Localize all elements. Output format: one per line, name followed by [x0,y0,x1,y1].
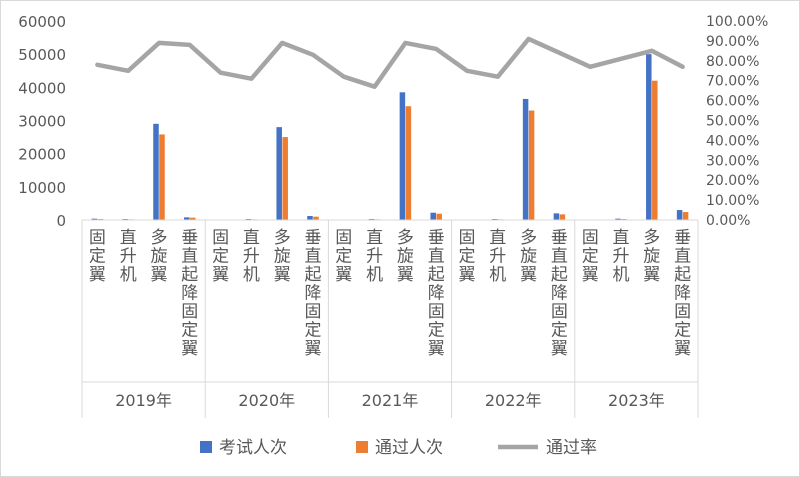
x-category-label: 直升机 [243,228,260,285]
x-category-label: 固定翼 [459,228,476,285]
x-category-label: 垂直起降固定翼 [428,228,445,359]
bar-exams [91,218,98,220]
legend-label: 通过率 [546,438,597,458]
y-right-tick-label: 80.00% [706,54,759,70]
legend-swatch [200,441,212,453]
bar-passed [559,214,566,220]
y-left-tick-label: 30000 [18,113,66,131]
bar-exams [615,218,621,220]
x-category-label: 垂直起降固定翼 [305,228,322,359]
x-category-label: 多旋翼 [520,228,537,285]
y-right-tick-label: 0.00% [706,213,750,229]
x-category-label: 直升机 [613,228,630,285]
bar-exams [307,216,313,220]
x-category-label: 固定翼 [89,228,106,285]
y-left-tick-label: 20000 [18,146,66,164]
x-category-label: 固定翼 [582,228,599,285]
x-group-label: 2023年 [608,391,665,410]
y-right-tick-label: 50.00% [706,114,759,130]
x-category-label: 固定翼 [335,228,352,285]
y-left-tick-label: 40000 [18,79,66,97]
bar-passed [159,134,165,220]
bar-passed [528,110,535,220]
bar-exams [676,210,683,220]
legend-label: 考试人次 [219,438,287,458]
y-left-tick-label: 60000 [18,13,66,31]
bar-exams [153,123,159,220]
x-category-label: 垂直起降固定翼 [181,228,198,359]
x-category-label: 垂直起降固定翼 [551,228,568,359]
x-category-label: 固定翼 [212,228,229,285]
x-group-label: 2022年 [485,391,542,410]
y-right-tick-label: 100.00% [706,14,768,30]
y-right-tick-label: 60.00% [706,94,759,110]
bar-passed [313,216,319,220]
x-category-label: 多旋翼 [151,228,168,285]
bar-exams [276,127,282,220]
bar-exams [553,213,560,220]
bar-exams [399,92,406,220]
y-right-tick-label: 20.00% [706,173,759,189]
y-right-tick-label: 70.00% [706,74,759,90]
x-group-label: 2019年 [115,391,172,410]
x-category-label: 垂直起降固定翼 [674,228,691,359]
y-left-tick-label: 10000 [18,179,66,197]
x-category-label: 直升机 [366,228,383,285]
x-category-label: 多旋翼 [397,228,414,285]
bar-passed [682,212,689,220]
y-left-tick-label: 50000 [18,46,66,64]
bar-exams [522,98,529,220]
bar-exams [646,54,652,220]
bar-exams [430,212,436,220]
y-right-tick-label: 30.00% [706,153,759,169]
y-right-tick-label: 90.00% [706,34,759,50]
bar-passed [652,80,658,220]
y-right-tick-label: 10.00% [706,193,759,209]
y-left-tick-label: 0 [56,212,66,230]
pass-rate-line [95,36,685,89]
x-category-label: 多旋翼 [643,228,660,285]
x-group-label: 2020年 [238,391,295,410]
bar-exams [184,217,190,220]
x-category-label: 多旋翼 [274,228,291,285]
bar-passed [190,217,196,220]
bar-passed [405,106,412,220]
legend-label: 通过人次 [375,438,443,458]
x-category-label: 直升机 [120,228,137,285]
y-right-tick-label: 40.00% [706,133,759,149]
x-group-label: 2021年 [362,391,419,410]
bar-passed [436,213,442,220]
legend-swatch [356,441,368,453]
bar-passed [282,137,288,220]
x-category-label: 直升机 [489,228,506,285]
